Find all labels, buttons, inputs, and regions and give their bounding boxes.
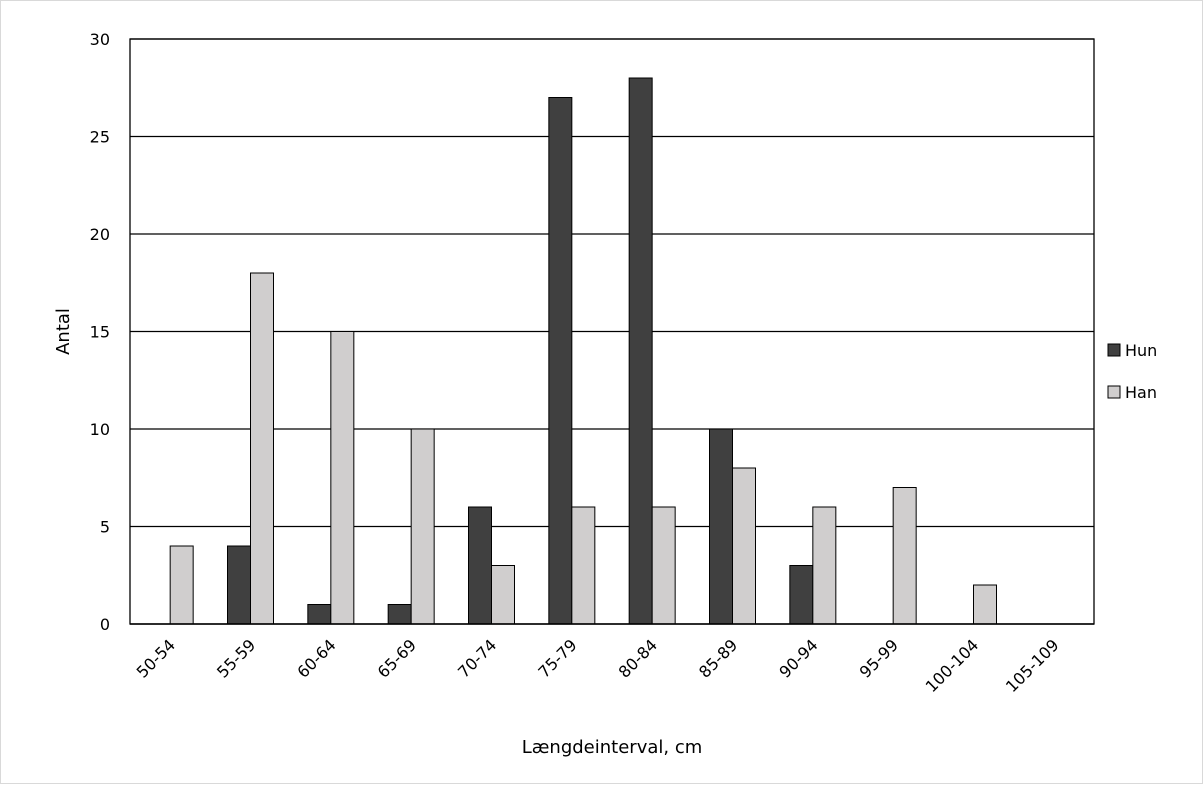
- x-tick-label-80-84: 80-84: [615, 635, 661, 681]
- gridlines: [130, 38, 1094, 528]
- legend-label-han: Han: [1125, 383, 1157, 402]
- y-tick-label-25: 25: [90, 128, 110, 147]
- x-tick-labels: 50-54 55-59 60-64 65-69 70-74 75-79 80-84 85-89…: [133, 635, 1063, 696]
- bars: [169, 77, 997, 625]
- bar-han-80-84: [651, 506, 676, 625]
- bar-hun-75-79: [548, 97, 573, 625]
- x-axis-title: Længdeinterval, cm: [522, 737, 703, 758]
- bar-han-55-59: [250, 272, 274, 625]
- legend-swatch-hun: [1107, 343, 1121, 357]
- bar-hun-90-94: [789, 565, 814, 625]
- bar-hun-65-69: [387, 604, 412, 625]
- bar-han-50-54: [169, 545, 194, 625]
- bar-han-70-74: [491, 565, 515, 625]
- bar-han-85-89: [732, 467, 756, 625]
- y-tick-label-0: 0: [100, 615, 110, 634]
- x-tick-label-60-64: 60-64: [293, 635, 339, 681]
- y-tick-label-30: 30: [90, 30, 110, 49]
- x-tick-label-95-99: 95-99: [856, 635, 902, 681]
- bar-han-95-99: [892, 487, 917, 625]
- y-tick-label-10: 10: [90, 420, 110, 439]
- x-tick-label-65-69: 65-69: [374, 635, 420, 681]
- axes: [129, 38, 1095, 625]
- bar-han-65-69: [410, 428, 435, 625]
- y-tick-label-15: 15: [90, 323, 110, 342]
- x-tick-label-90-94: 90-94: [775, 635, 821, 681]
- y-tick-labels: 0 5 10 15 20 25 30: [90, 30, 110, 634]
- y-axis-title: Antal: [53, 308, 74, 355]
- x-tick-label-70-74: 70-74: [454, 635, 500, 681]
- bar-han-100-104: [973, 584, 997, 625]
- x-tick-label-55-59: 55-59: [213, 635, 259, 681]
- bar-han-90-94: [812, 506, 837, 625]
- x-tick-label-100-104: 100-104: [922, 635, 983, 696]
- x-tick-label-105-109: 105-109: [1002, 635, 1063, 696]
- x-tick-label-75-79: 75-79: [534, 635, 580, 681]
- y-tick-label-5: 5: [100, 518, 110, 537]
- bar-han-75-79: [571, 506, 596, 625]
- bar-han-60-64: [330, 331, 355, 625]
- bar-hun-70-74: [468, 506, 492, 625]
- bar-hun-85-89: [709, 428, 733, 625]
- bar-hun-55-59: [227, 545, 251, 625]
- bar-hun-80-84: [628, 77, 653, 625]
- legend: Hun Han: [1107, 341, 1157, 402]
- bar-hun-60-64: [307, 604, 332, 625]
- x-tick-label-50-54: 50-54: [133, 635, 179, 681]
- legend-label-hun: Hun: [1125, 341, 1157, 360]
- y-tick-label-20: 20: [90, 225, 110, 244]
- x-tick-label-85-89: 85-89: [695, 635, 741, 681]
- legend-swatch-han: [1107, 385, 1121, 399]
